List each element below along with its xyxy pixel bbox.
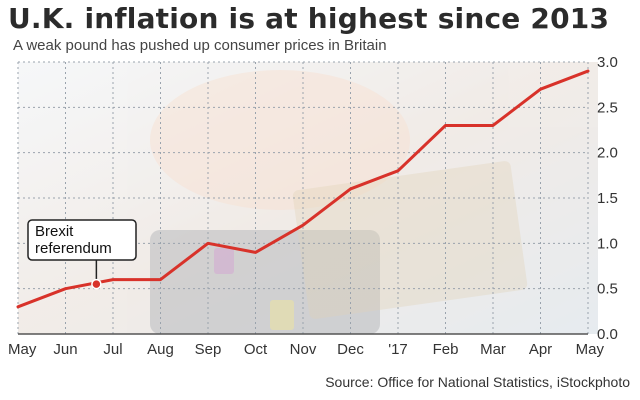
x-tick-label: Nov: [290, 341, 317, 358]
y-tick-label: 2.0: [597, 145, 618, 162]
x-tick-label: Dec: [337, 341, 364, 358]
annotation-marker: [91, 278, 102, 290]
x-tick-label: Jun: [53, 341, 77, 358]
x-tick-label: '17: [388, 341, 408, 358]
y-tick-label: 1.5: [597, 190, 618, 207]
y-tick-label: 0.5: [597, 281, 618, 298]
chart-title: U.K. inflation is at highest since 2013: [8, 2, 610, 35]
y-tick-label: 1.0: [597, 235, 618, 252]
source-note: Source: Office for National Statistics, …: [325, 374, 630, 390]
annotation-box: [27, 219, 137, 261]
annotation-label: referendum: [35, 240, 112, 257]
x-tick-label: May: [8, 341, 37, 358]
chart-subtitle: A weak pound has pushed up consumer pric…: [13, 37, 387, 54]
annotation-label: Brexit: [35, 223, 74, 240]
x-axis: May Jun Jul Aug Sep Oct Nov Dec '17 Feb Mar Apr May: [8, 341, 604, 358]
x-tick-label: Sep: [195, 341, 222, 358]
x-tick-label: May: [576, 341, 605, 358]
x-tick-label: Jul: [103, 341, 122, 358]
series: [16, 69, 590, 309]
y-tick-label: 0.0: [597, 326, 618, 343]
grid: [17, 61, 589, 335]
x-tick-label: Apr: [529, 341, 552, 358]
y-axis: 0.0 0.5 1.0 1.5 2.0 2.5 3.0: [597, 54, 618, 343]
x-tick-label: Oct: [244, 341, 268, 358]
y-tick-label: 2.5: [597, 99, 618, 116]
x-tick-label: Mar: [480, 341, 506, 358]
y-tick-label: 3.0: [597, 54, 618, 71]
x-tick-label: Aug: [147, 341, 174, 358]
x-tick-label: Feb: [433, 341, 459, 358]
